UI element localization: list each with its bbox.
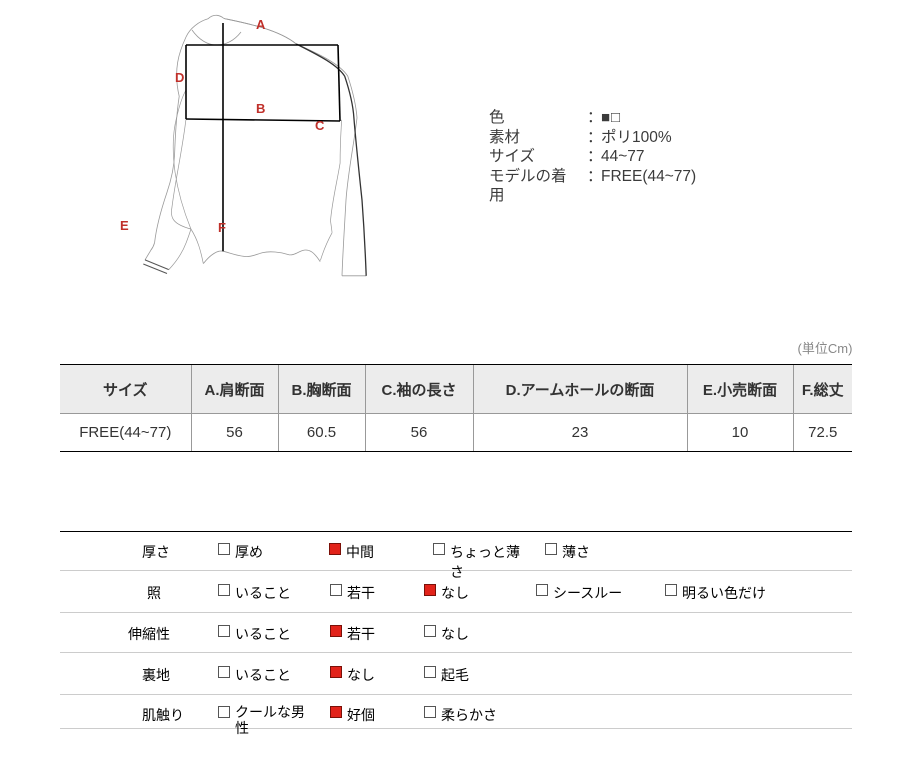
svg-text:E: E <box>120 218 129 233</box>
svg-text:B: B <box>256 101 265 116</box>
svg-text:A: A <box>256 17 266 32</box>
svg-text:D: D <box>175 70 184 85</box>
svg-text:C: C <box>315 118 325 133</box>
svg-text:F: F <box>218 220 226 235</box>
